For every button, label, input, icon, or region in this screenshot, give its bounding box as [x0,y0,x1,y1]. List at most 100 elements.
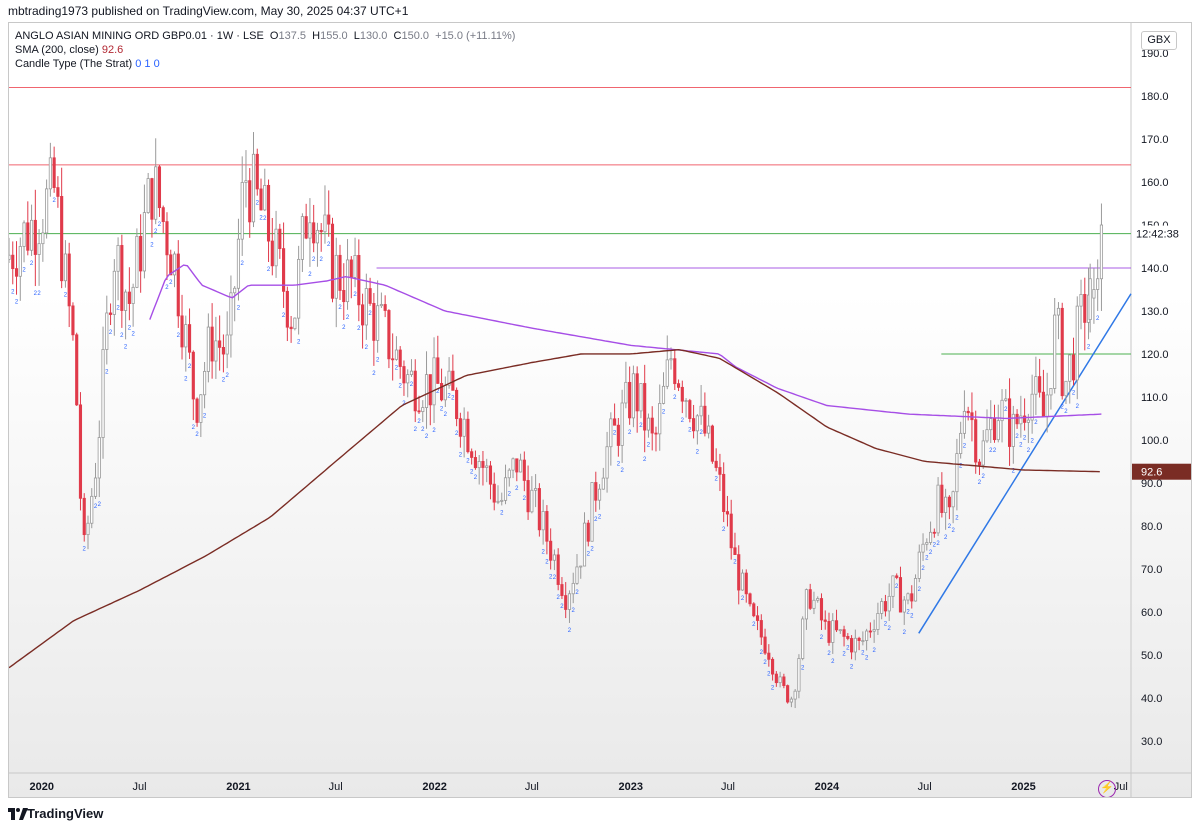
strat-marker: 2 [948,524,952,530]
price-tick-label: 120.0 [1141,349,1169,361]
ohlc-close: C150.0 [393,30,430,42]
candle-body-down [481,461,485,468]
strat-marker: 2 [470,470,474,476]
candle-body-down [688,400,692,419]
candle-body-up [1019,415,1023,425]
strat-marker: 2 [1064,409,1068,415]
strat-marker: 2 [282,313,286,319]
candle-body-up [30,219,34,251]
lightning-icon[interactable]: ⚡ [1098,780,1116,797]
candle-body-up [379,304,383,307]
candle-body-down [1038,376,1042,393]
candle-body-up [925,542,929,545]
candle-body-up [597,488,602,501]
strat-marker: 2 [594,517,598,523]
candle-body-up [394,349,398,360]
strat-marker: 2 [1087,344,1091,350]
candle-body-up [661,385,666,404]
strat-marker: 2 [1096,316,1100,322]
candle-body-down [850,638,854,653]
candle-body-down [383,304,387,311]
candle-body-up [590,482,594,542]
candle-body-down [733,547,737,555]
candle-body-up [861,640,865,642]
strat-marker: 2 [1061,405,1065,411]
strat-marker: 2 [906,609,910,615]
strat-marker: 2 [545,559,549,565]
price-chart[interactable]: 30.0 40.0 50.0 60.0 70.0 80.0 90.0 100.0 110.0 12… [9,23,1192,798]
sma-price-label-bg [1132,463,1191,480]
candle-body-down [729,513,733,549]
strat-marker: 2 [312,257,316,263]
strat-marker: 2 [888,626,892,632]
strat-marker: 2 [884,621,888,627]
candle-body-down [285,290,289,328]
candle-body-up [496,500,500,503]
candle-body-down [108,312,113,315]
strat-marker: 2 [620,468,624,474]
candle-body-down [221,346,225,355]
legend-sma-row[interactable]: SMA (200, close) 92.6 [15,43,515,57]
candle-body-down [210,326,214,362]
price-tick-label: 70.0 [1141,564,1162,576]
candle-body-down [650,417,654,434]
strat-marker: 2 [225,373,229,379]
currency-button[interactable]: GBX [1141,31,1177,50]
candle-body-up [1096,278,1100,290]
strat-marker: 2 [827,651,831,657]
candle-body-up [406,374,410,384]
candle-body-up [112,270,116,315]
candle-body-down [417,410,421,413]
candle-body-up [620,402,624,446]
strat-marker: 2 [959,464,963,470]
candle-body-down [771,658,775,675]
strat-marker: 2 [297,340,301,346]
candle-body-down [763,636,767,654]
candle-body-up [45,188,49,234]
candle-body-down [1007,398,1012,447]
candle-body-up [639,383,643,412]
candle-body-up [624,381,628,404]
candle-body-up [1068,354,1072,382]
candle-body-down [150,178,154,220]
strat-marker: 2 [722,527,726,533]
candle-body-down [635,373,639,412]
candle-body-down [1015,413,1019,425]
candle-body-down [966,410,970,414]
candle-body-up [462,418,466,437]
candle-body-down [654,432,658,435]
strat-marker: 2 [549,574,553,580]
candle-body-down [710,425,714,462]
candle-body-down [1041,391,1045,418]
strat-marker: 2 [639,423,643,429]
candle-body-up [315,229,320,244]
candle-body-down [898,577,903,613]
chart-frame[interactable]: 30.0 40.0 50.0 60.0 70.0 80.0 90.0 100.0 110.0 12… [8,22,1192,798]
candle-body-down [974,419,978,463]
strat-marker: 2 [741,596,745,602]
candle-body-up [789,698,793,703]
candle-body-up [432,357,436,406]
candle-body-down [195,398,199,423]
strat-marker: 2 [154,229,158,235]
candle-body-up [962,410,966,434]
candle-body-up [891,575,895,597]
candle-body-up [684,400,688,402]
candle-body-up [1056,307,1061,316]
strat-marker: 2 [22,267,26,273]
price-tick-label: 160.0 [1141,177,1169,189]
strat-marker: 2 [598,515,602,521]
candle-body-down [266,184,271,242]
strat-marker: 2 [575,590,579,596]
strat-marker: 2 [94,504,98,510]
candle-body-up [936,484,940,534]
legend-strat-row[interactable]: Candle Type (The Strat) 0 1 0 [15,57,515,71]
candle-body-up [300,216,304,260]
strat-marker: 2 [192,425,196,431]
legend-symbol-row[interactable]: ANGLO ASIAN MINING ORD GBP0.01 · 1W · LS… [15,29,515,43]
candle-body-up [609,418,613,448]
strat-marker: 2 [933,543,937,549]
candle-body-down [361,304,365,326]
strat-marker: 2 [936,541,940,547]
candle-body-up [959,432,963,455]
